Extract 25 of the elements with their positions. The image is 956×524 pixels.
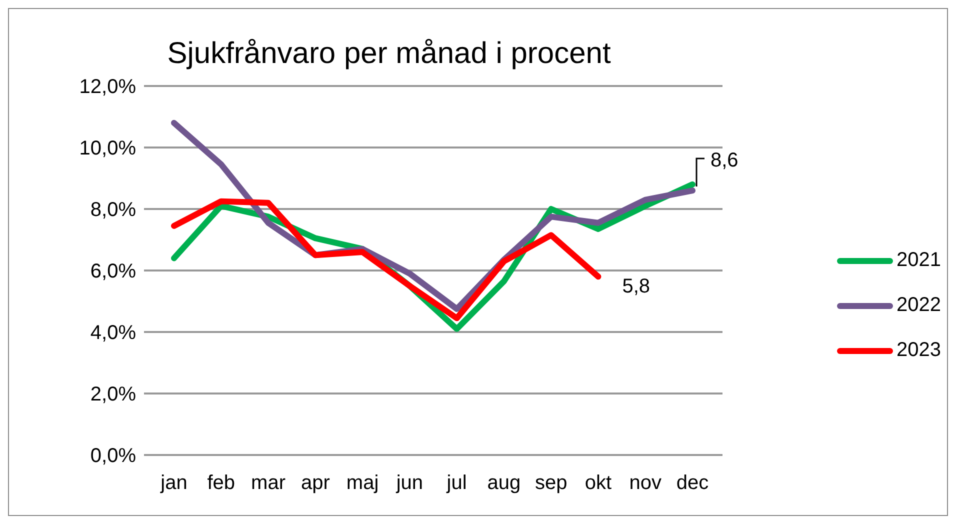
x-tick-label: maj <box>346 472 379 494</box>
x-tick-label: feb <box>207 472 236 494</box>
x-tick-label: aug <box>487 472 521 494</box>
legend-label: 2023 <box>896 339 941 362</box>
x-tick-label: jan <box>160 472 188 494</box>
y-tick-label: 10,0% <box>79 138 136 160</box>
x-tick-label: jun <box>395 472 424 494</box>
chart-title: Sjukfrånvaro per månad i procent <box>166 37 612 71</box>
data-label: 5,8 <box>622 276 650 298</box>
x-tick-label: sep <box>534 472 568 494</box>
x-tick-label: dec <box>676 472 709 494</box>
y-tick-label: 6,0% <box>90 260 136 283</box>
y-tick-label: 12,0% <box>79 76 136 98</box>
y-tick-label: 4,0% <box>90 322 136 344</box>
x-tick-label: apr <box>300 472 330 494</box>
legend-label: 2021 <box>896 249 941 272</box>
x-tick-label: jul <box>446 472 467 494</box>
legend-label: 2022 <box>896 294 941 317</box>
x-tick-label: okt <box>584 472 612 494</box>
y-tick-label: 8,0% <box>90 199 136 222</box>
x-tick-label: mar <box>251 472 286 494</box>
y-tick-label: 2,0% <box>90 384 136 406</box>
y-tick-label: 0,0% <box>90 445 136 468</box>
x-tick-label: nov <box>629 472 662 494</box>
data-label: 8,6 <box>710 150 738 172</box>
